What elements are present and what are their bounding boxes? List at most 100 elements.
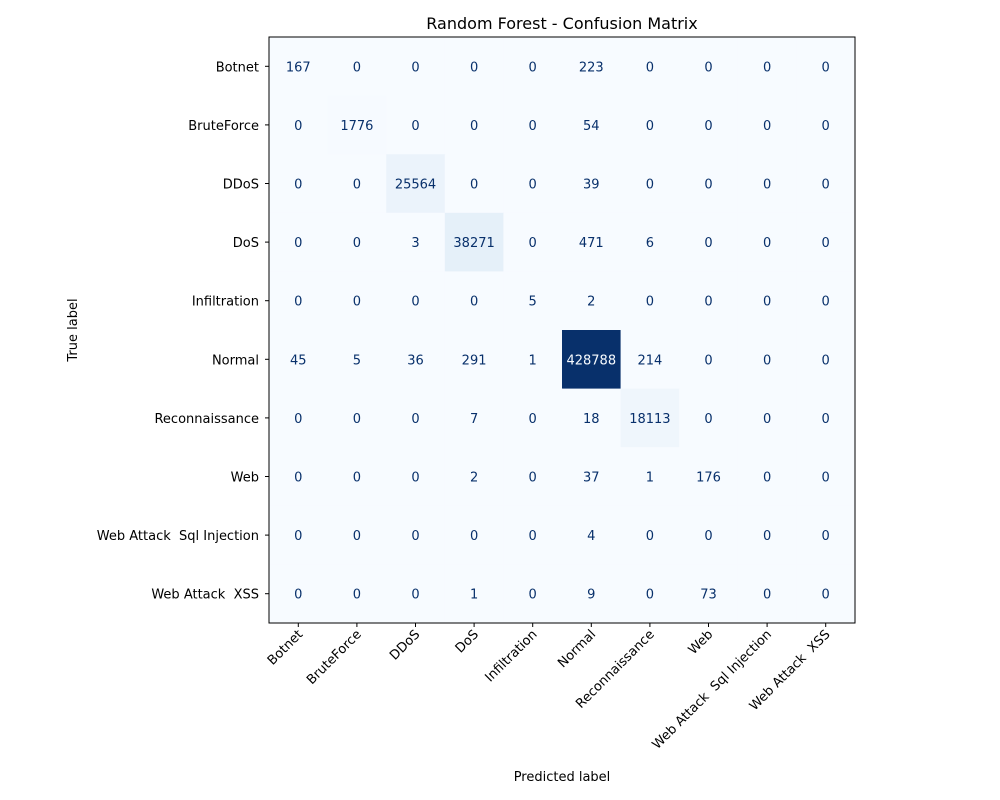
- cell-value-label: 1: [529, 353, 537, 368]
- cell-value-label: 0: [704, 353, 712, 368]
- heatmap-cell: [444, 447, 504, 507]
- heatmap-cell: [796, 95, 856, 155]
- heatmap-cell: [796, 154, 856, 214]
- y-tick-label: Infiltration: [192, 295, 259, 310]
- cell-value-label: 0: [763, 295, 771, 310]
- heatmap-cell: [269, 447, 329, 507]
- heatmap-cell: [620, 154, 680, 214]
- cell-value-label: 0: [704, 236, 712, 251]
- cell-value-label: 1: [646, 471, 654, 486]
- heatmap-cell: [386, 212, 446, 272]
- cell-value-label: 0: [294, 588, 302, 603]
- heatmap-cell: [679, 388, 739, 448]
- cell-value-label: 0: [294, 529, 302, 544]
- heatmap-cell: [737, 330, 797, 390]
- cell-value-label: 18113: [629, 412, 670, 427]
- heatmap-cell: [620, 95, 680, 155]
- cell-value-label: 0: [470, 119, 478, 134]
- heatmap-cell: [327, 154, 387, 214]
- heatmap-cell: [796, 564, 856, 624]
- heatmap-cell: [386, 505, 446, 565]
- heatmap-cell: [737, 564, 797, 624]
- y-tick-label: Web Attack XSS: [151, 588, 259, 603]
- cell-value-label: 0: [411, 588, 419, 603]
- cell-value-label: 0: [646, 529, 654, 544]
- heatmap-cell: [737, 95, 797, 155]
- heatmap-cell: [503, 271, 563, 331]
- cell-value-label: 4: [587, 529, 595, 544]
- heatmap-cell: [503, 212, 563, 272]
- cell-value-label: 0: [822, 588, 830, 603]
- cell-value-label: 0: [529, 412, 537, 427]
- cell-value-label: 0: [411, 471, 419, 486]
- cell-value-label: 0: [411, 412, 419, 427]
- cell-value-label: 37: [583, 471, 600, 486]
- cell-value-label: 0: [411, 295, 419, 310]
- heatmap-cell: [269, 95, 329, 155]
- x-tick-label: Normal: [555, 627, 599, 671]
- cell-value-label: 0: [646, 119, 654, 134]
- cell-value-label: 0: [822, 471, 830, 486]
- cell-value-label: 0: [763, 236, 771, 251]
- cell-value-label: 0: [529, 588, 537, 603]
- cell-value-label: 7: [470, 412, 478, 427]
- cell-value-label: 0: [822, 412, 830, 427]
- heatmap-cell: [620, 212, 680, 272]
- cell-value-label: 0: [470, 529, 478, 544]
- heatmap-cell: [562, 388, 622, 448]
- cell-value-label: 9: [587, 588, 595, 603]
- heatmap-cell: [327, 447, 387, 507]
- heatmap-cell: [737, 212, 797, 272]
- heatmap-cell: [269, 564, 329, 624]
- cell-value-label: 25564: [395, 178, 436, 193]
- heatmap-cell: [620, 447, 680, 507]
- cell-value-label: 54: [583, 119, 600, 134]
- cell-value-label: 0: [763, 471, 771, 486]
- cell-value-label: 0: [353, 412, 361, 427]
- heatmap-cell: [327, 271, 387, 331]
- heatmap-cell: [444, 505, 504, 565]
- cell-value-label: 0: [411, 119, 419, 134]
- cell-value-label: 0: [763, 119, 771, 134]
- cell-value-label: 0: [704, 529, 712, 544]
- heatmap-cell: [562, 95, 622, 155]
- cell-value-label: 214: [637, 353, 662, 368]
- x-tick-label: Web Attack Sql Injection: [650, 627, 775, 752]
- heatmap-cell: [327, 564, 387, 624]
- heatmap-cell: [503, 505, 563, 565]
- cell-value-label: 0: [353, 588, 361, 603]
- cell-value-label: 0: [294, 236, 302, 251]
- heatmap-cell: [327, 388, 387, 448]
- heatmap-cell: [679, 154, 739, 214]
- cell-value-label: 0: [822, 60, 830, 75]
- heatmap-cell: [503, 154, 563, 214]
- cell-value-label: 0: [822, 119, 830, 134]
- cell-value-label: 2: [587, 295, 595, 310]
- heatmap-cell: [327, 95, 387, 155]
- heatmap-cell: [679, 330, 739, 390]
- heatmap-cell: [620, 271, 680, 331]
- heatmap-cell: [444, 388, 504, 448]
- heatmap-cell: [444, 330, 504, 390]
- heatmap-cell: [737, 388, 797, 448]
- cell-value-label: 3: [411, 236, 419, 251]
- heatmap-cell: [796, 330, 856, 390]
- heatmap-cell: [503, 330, 563, 390]
- x-tick-label: Botnet: [265, 627, 306, 668]
- cell-value-label: 0: [353, 295, 361, 310]
- heatmap-cell: [444, 212, 504, 272]
- plot-frame: [268, 36, 856, 624]
- heatmap-cell: [737, 154, 797, 214]
- heatmap-cell: [620, 37, 680, 97]
- cell-value-label: 0: [529, 119, 537, 134]
- heatmap-cell: [503, 447, 563, 507]
- heatmap-cell: [269, 505, 329, 565]
- heatmap-cell: [796, 37, 856, 97]
- heatmap-cell: [620, 564, 680, 624]
- cell-value-label: 0: [646, 60, 654, 75]
- cell-value-label: 0: [294, 295, 302, 310]
- cell-value-label: 0: [646, 588, 654, 603]
- heatmap-cell: [327, 330, 387, 390]
- cell-value-label: 0: [704, 295, 712, 310]
